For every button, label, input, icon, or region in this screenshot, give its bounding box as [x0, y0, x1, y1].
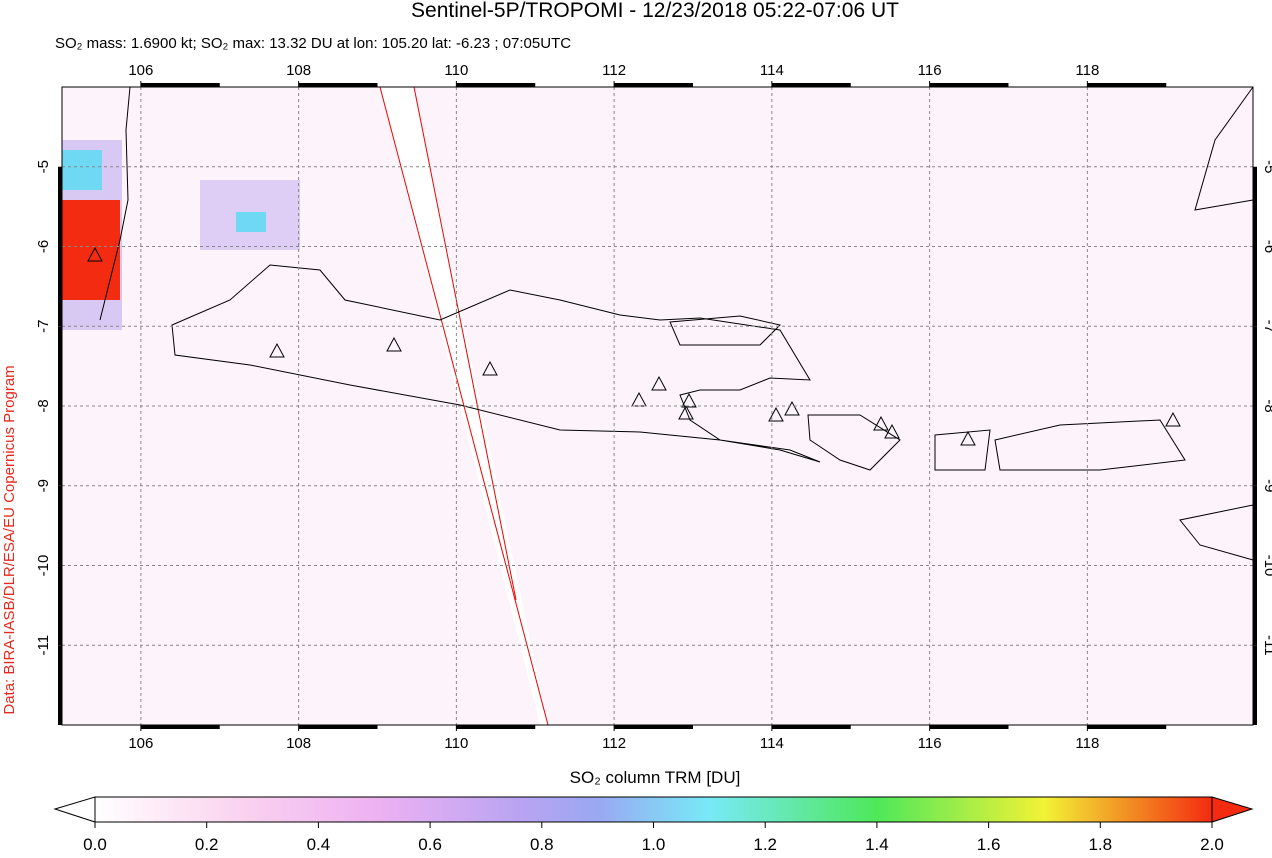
frame-segment — [456, 83, 536, 87]
x-tick-label: 112 — [602, 735, 626, 752]
frame-segment — [771, 725, 851, 729]
y-tick-label: -7 — [35, 320, 52, 333]
colorbar-under — [53, 796, 96, 823]
frame-segment — [58, 565, 62, 646]
colorbar-tick-label: 0.0 — [83, 835, 107, 853]
colorbar-tick-label: 0.4 — [307, 835, 331, 853]
y-tick-label: -8 — [35, 399, 52, 412]
colorbar-tick-label: 1.4 — [865, 835, 889, 853]
volcano — [269, 342, 285, 358]
volcano — [873, 415, 889, 431]
colorbar — [94, 796, 1213, 823]
x-tick-label: 106 — [128, 735, 153, 752]
x-tick-label: 106 — [128, 62, 153, 79]
credit: Data: BIRA-IASB/DLR/ESA/EU Copernicus Pr… — [1, 365, 18, 714]
volcano — [768, 406, 784, 422]
plume — [62, 150, 102, 190]
frame-segment — [929, 83, 1009, 87]
frame-segment — [1253, 166, 1257, 247]
frame-segment — [929, 725, 1009, 729]
frame-segment — [456, 725, 536, 729]
y-tick-label: -9 — [35, 479, 52, 492]
plume — [236, 212, 266, 232]
volcano — [784, 400, 800, 416]
y-tick-label: -6 — [1261, 240, 1272, 253]
volcano — [681, 392, 697, 408]
volcano — [678, 404, 694, 420]
frame-segment — [58, 645, 62, 725]
volcano — [482, 360, 498, 376]
x-tick-label: 108 — [286, 735, 311, 752]
y-tick-label: -11 — [1261, 635, 1272, 656]
colorbar-over — [1211, 796, 1254, 823]
x-tick-label: 114 — [760, 735, 784, 752]
x-tick-label: 116 — [918, 735, 942, 752]
title: Sentinel-5P/TROPOMI - 12/23/2018 05:22-0… — [411, 0, 899, 22]
y-tick-label: -6 — [35, 240, 52, 253]
frame-segment — [1253, 485, 1257, 566]
colorbar-tick-label: 1.0 — [642, 835, 666, 853]
x-tick-label: 110 — [444, 735, 468, 752]
y-tick-label: -10 — [1261, 555, 1272, 577]
frame-segment — [771, 83, 851, 87]
volcano — [884, 423, 900, 439]
x-tick-label: 118 — [1075, 735, 1099, 752]
frame-segment — [1253, 645, 1257, 725]
subtitle: SO₂ mass: 1.6900 kt; SO₂ max: 13.32 DU a… — [55, 35, 571, 52]
x-tick-label: 116 — [918, 62, 942, 79]
y-tick-label: -8 — [1261, 399, 1272, 412]
frame-segment — [1087, 725, 1167, 729]
x-tick-label: 118 — [1075, 62, 1099, 79]
frame-segment — [58, 166, 62, 247]
volcano — [1165, 411, 1181, 427]
y-tick-label: -11 — [35, 635, 52, 656]
colorbar-tick-label: 1.8 — [1088, 835, 1112, 853]
colorbar-tick-label: 1.2 — [753, 835, 777, 853]
colorbar-tick-label: 0.8 — [530, 835, 554, 853]
frame-segment — [1253, 326, 1257, 406]
frame-segment — [1087, 83, 1167, 87]
volcano — [87, 246, 103, 262]
frame-segment — [58, 485, 62, 566]
plume-core — [62, 200, 120, 300]
volcano-markers — [87, 246, 1181, 446]
colorbar-tick-label: 0.2 — [195, 835, 219, 853]
y-tick-label: -5 — [35, 160, 52, 173]
frame-segment — [1253, 406, 1257, 486]
frame-segment — [140, 83, 220, 87]
frame-segment — [614, 725, 693, 729]
frame-segment — [298, 725, 378, 729]
colorbar-tick-label: 1.6 — [977, 835, 1001, 853]
coastlines — [99, 86, 1254, 561]
volcano — [960, 430, 976, 446]
frame-segment — [58, 326, 62, 406]
frame-segment — [58, 246, 62, 327]
frame-segment — [58, 406, 62, 486]
volcano — [386, 336, 402, 352]
x-tick-label: 108 — [286, 62, 311, 79]
colorbar-tick-label: 2.0 — [1200, 835, 1224, 853]
frame-segment — [614, 83, 693, 87]
frame-segment — [1253, 246, 1257, 327]
x-tick-label: 114 — [760, 62, 784, 79]
y-tick-label: -10 — [35, 555, 52, 577]
swath-edge — [413, 86, 517, 601]
frame-segment — [140, 725, 220, 729]
x-tick-label: 112 — [602, 62, 626, 79]
volcano — [651, 375, 667, 391]
colorbar-label: SO₂ column TRM [DU] — [570, 768, 741, 787]
x-tick-label: 110 — [444, 62, 468, 79]
colorbar-tick-label: 0.6 — [418, 835, 442, 853]
y-tick-label: -9 — [1261, 479, 1272, 492]
y-tick-label: -7 — [1261, 320, 1272, 333]
y-tick-label: -5 — [1261, 160, 1272, 173]
frame-segment — [1253, 565, 1257, 646]
frame-segment — [298, 83, 378, 87]
